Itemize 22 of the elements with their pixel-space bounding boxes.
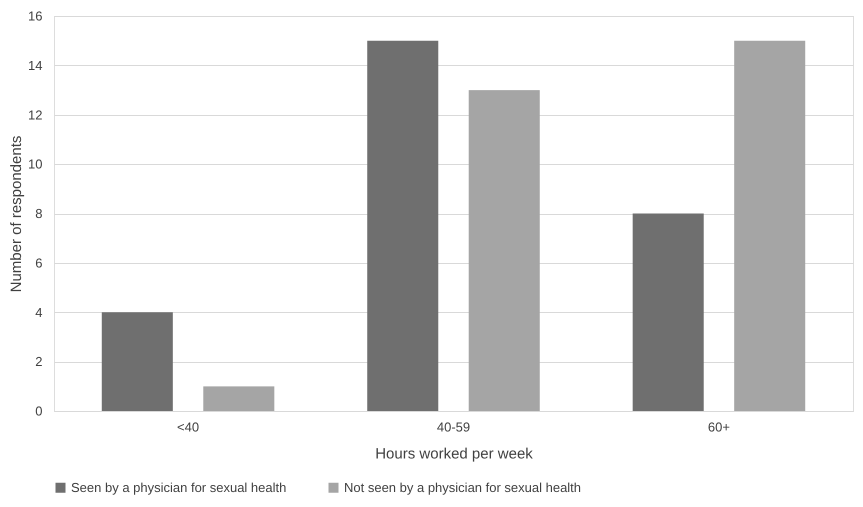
y-tick-label: 6 xyxy=(35,255,42,270)
y-axis-title: Number of respondents xyxy=(8,136,26,292)
legend-label: Not seen by a physician for sexual health xyxy=(344,480,582,495)
bar xyxy=(102,312,173,411)
bar xyxy=(203,386,274,411)
x-tick-label: 60+ xyxy=(708,420,730,434)
x-axis-title: Hours worked per week xyxy=(375,446,534,462)
y-tick-label: 8 xyxy=(35,206,42,221)
y-tick-label: 2 xyxy=(35,354,42,370)
y-tick-label: 10 xyxy=(28,156,42,172)
x-tick-label: 40-59 xyxy=(436,420,470,434)
legend-label: Seen by a physician for sexual health xyxy=(71,480,286,495)
x-tick-label: <40 xyxy=(177,420,200,434)
bar xyxy=(367,40,438,411)
y-tick-label: 4 xyxy=(35,304,42,320)
y-tick-label: 14 xyxy=(28,58,42,73)
y-tick-label: 12 xyxy=(28,107,42,122)
bar xyxy=(632,214,704,411)
bar xyxy=(468,90,540,411)
y-tick-label: 16 xyxy=(28,8,42,24)
y-tick-label: 0 xyxy=(35,404,42,418)
bar xyxy=(734,40,806,411)
